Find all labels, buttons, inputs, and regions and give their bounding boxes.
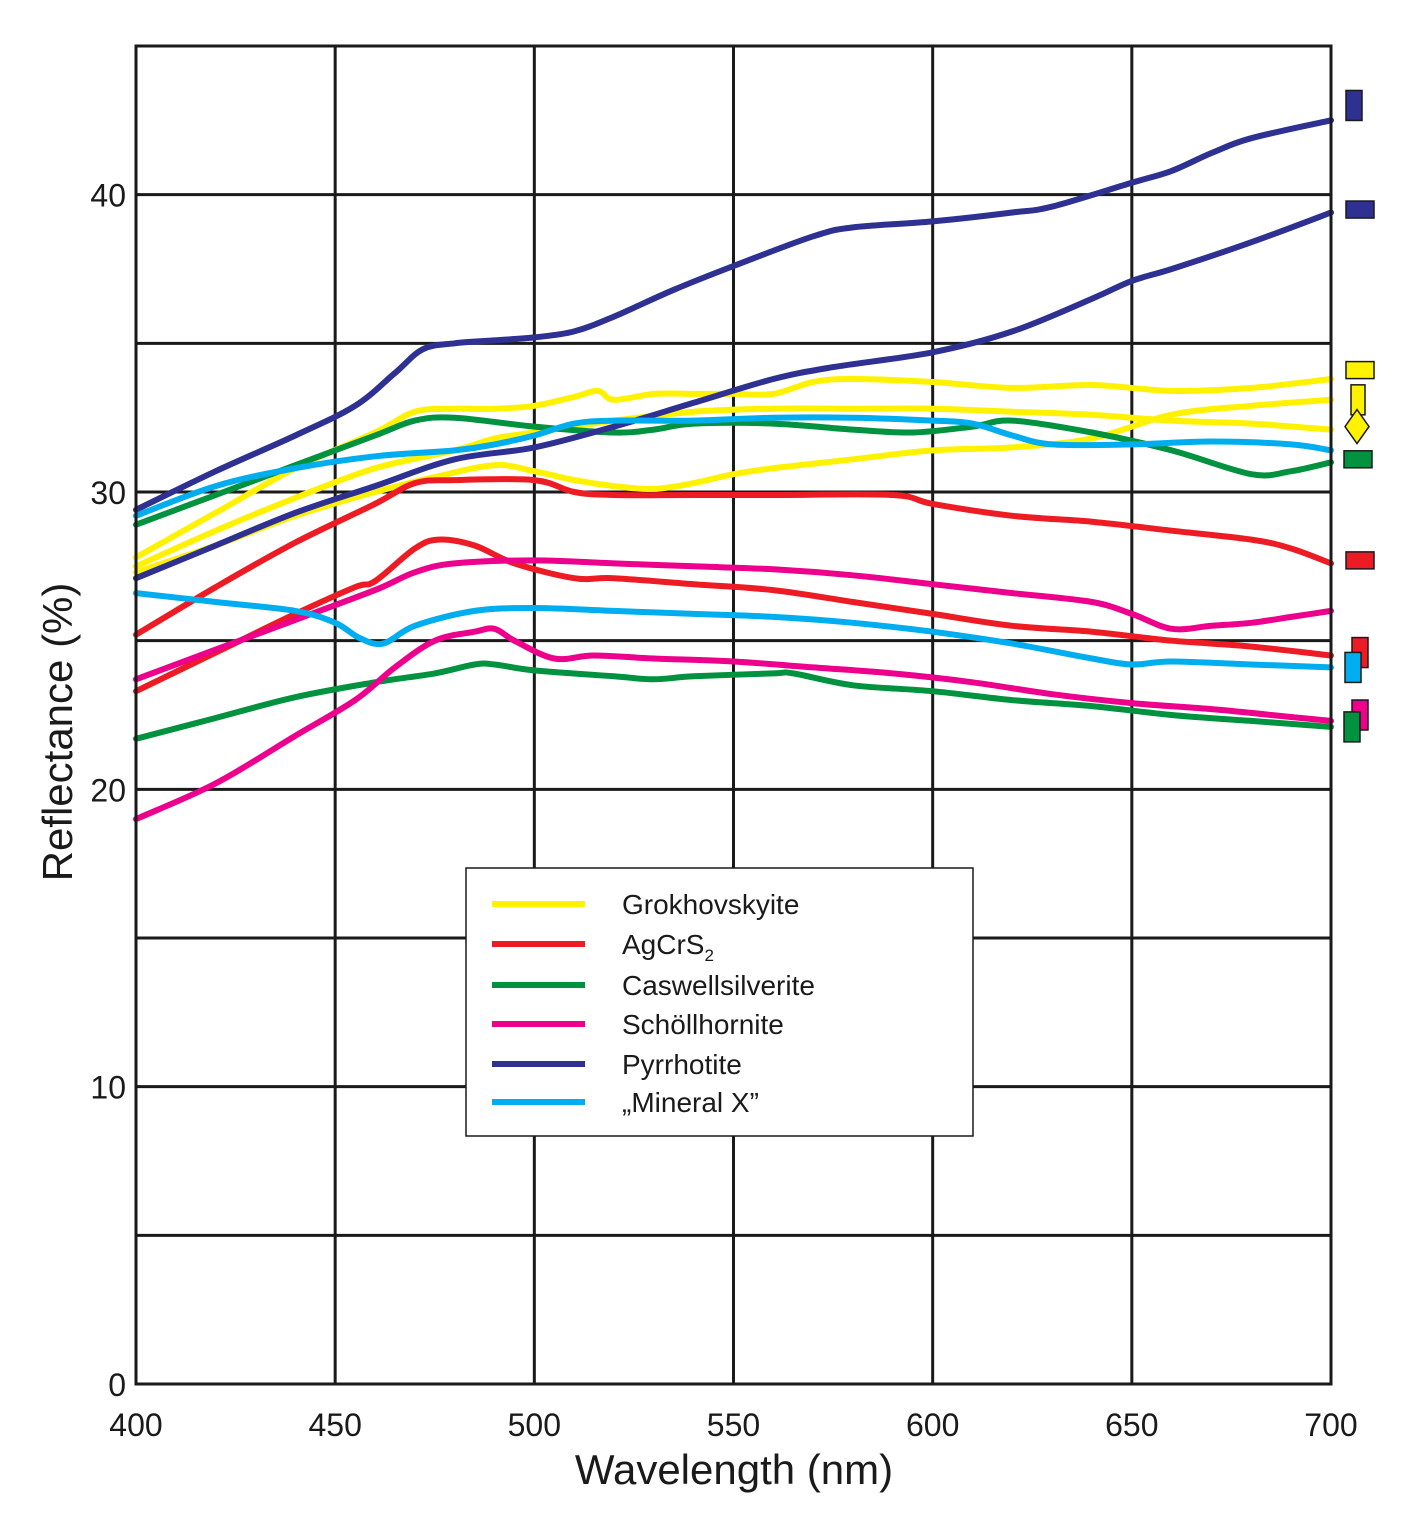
plot-frame bbox=[134, 44, 1333, 1386]
series-line-scho bbox=[133, 625, 1334, 823]
side-marker-pyrr bbox=[1345, 89, 1363, 122]
legend-label-grok: Grokhovskyite bbox=[622, 889, 799, 920]
legend-label-casw: Caswellsilverite bbox=[622, 970, 815, 1001]
series-lines bbox=[133, 117, 1334, 823]
legend-label-minx: „Mineral X” bbox=[622, 1087, 759, 1118]
series-line-scho bbox=[133, 557, 1334, 683]
legend-subscript: 2 bbox=[704, 946, 713, 965]
legend: Grokhovskyite AgCrS2 Caswellsilverite Schöl… bbox=[465, 867, 974, 1137]
x-axis-title: Wavelength (nm) bbox=[575, 1446, 893, 1493]
side-marker-minx bbox=[1344, 651, 1362, 684]
side-marker-pyrr bbox=[1345, 200, 1375, 219]
x-tick-label: 500 bbox=[508, 1407, 561, 1443]
side-marker-grok bbox=[1345, 360, 1375, 380]
side-marker-casw bbox=[1343, 450, 1373, 469]
series-line-pyrr bbox=[133, 117, 1334, 513]
y-tick-label: 10 bbox=[90, 1070, 126, 1106]
x-tick-label: 650 bbox=[1105, 1407, 1158, 1443]
legend-label-pyrr: Pyrrhotite bbox=[622, 1049, 742, 1080]
series-line-pyrr bbox=[133, 209, 1334, 582]
series-line-casw bbox=[133, 660, 1334, 742]
series-line-grok bbox=[133, 376, 1334, 561]
x-tick-label: 400 bbox=[109, 1407, 162, 1443]
series-line-agcrs bbox=[133, 476, 1334, 638]
y-tick-label: 30 bbox=[90, 475, 126, 511]
series-line-minx bbox=[133, 590, 1334, 671]
tick-labels: 400 450 500 550 600 650 700 0 10 20 30 40 bbox=[90, 178, 1357, 1443]
legend-box bbox=[465, 867, 974, 1137]
x-tick-label: 700 bbox=[1304, 1407, 1357, 1443]
x-tick-label: 600 bbox=[906, 1407, 959, 1443]
series-line-agcrs bbox=[133, 536, 1334, 695]
legend-label-agcrs: AgCrS2 bbox=[622, 929, 714, 965]
y-axis-title: Reflectance (%) bbox=[34, 583, 81, 882]
y-tick-label: 0 bbox=[108, 1367, 126, 1403]
series-line-minx bbox=[133, 414, 1334, 519]
side-markers bbox=[1343, 89, 1375, 743]
side-marker-casw bbox=[1343, 711, 1361, 743]
side-marker-grok bbox=[1344, 408, 1370, 445]
y-tick-label: 20 bbox=[90, 772, 126, 808]
series-line-casw bbox=[133, 414, 1334, 528]
x-tick-label: 550 bbox=[707, 1407, 760, 1443]
y-tick-label: 40 bbox=[90, 178, 126, 214]
x-tick-label: 450 bbox=[308, 1407, 361, 1443]
legend-label-scho: Schöllhornite bbox=[622, 1009, 784, 1040]
series-line-grok bbox=[133, 396, 1334, 576]
side-marker-agcrs bbox=[1345, 551, 1375, 570]
